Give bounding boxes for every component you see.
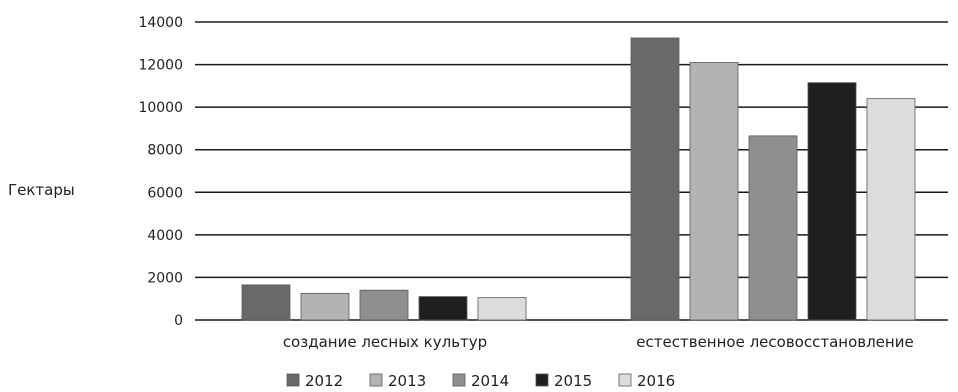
bars — [241, 37, 916, 321]
y-axis-tick-labels: 0 2000 4000 6000 8000 10000 12000 14000 — [138, 15, 183, 329]
x-category-label: естественное лесовосстановление — [636, 333, 913, 351]
bar-2013-1 — [689, 62, 739, 321]
y-tick-label: 8000 — [147, 143, 183, 159]
y-tick-label: 4000 — [147, 228, 183, 244]
legend-label: 2016 — [637, 372, 675, 390]
legend-label: 2015 — [554, 372, 592, 390]
legend-swatch — [535, 373, 549, 387]
legend-swatch — [286, 373, 300, 387]
legend-swatch — [369, 373, 383, 387]
bar-2014-0 — [359, 289, 409, 321]
y-tick-label: 14000 — [138, 15, 183, 31]
y-tick-label: 10000 — [138, 100, 183, 116]
legend-label: 2013 — [388, 372, 426, 390]
bar-2012-1 — [630, 37, 680, 321]
bar-2016-1 — [866, 98, 916, 321]
bar-2014-1 — [748, 135, 798, 321]
legend-label: 2014 — [471, 372, 509, 390]
bar-2015-0 — [418, 296, 468, 321]
bar-2015-1 — [807, 82, 857, 321]
legend: 2012 2013 2014 2015 2016 — [286, 372, 675, 390]
gridlines — [195, 21, 948, 321]
legend-swatch — [618, 373, 632, 387]
bar-2012-0 — [241, 284, 291, 321]
category-labels: создание лесных культур естественное лесо… — [283, 333, 914, 351]
y-tick-label: 12000 — [138, 58, 183, 74]
y-tick-label: 2000 — [147, 270, 183, 286]
y-tick-label: 0 — [174, 313, 183, 329]
legend-label: 2012 — [305, 372, 343, 390]
legend-swatch — [452, 373, 466, 387]
bar-2013-0 — [300, 292, 350, 321]
bar-2016-0 — [477, 297, 527, 321]
y-axis-label: Гектары — [8, 181, 75, 199]
y-tick-label: 6000 — [147, 185, 183, 201]
x-category-label: создание лесных культур — [283, 333, 487, 351]
